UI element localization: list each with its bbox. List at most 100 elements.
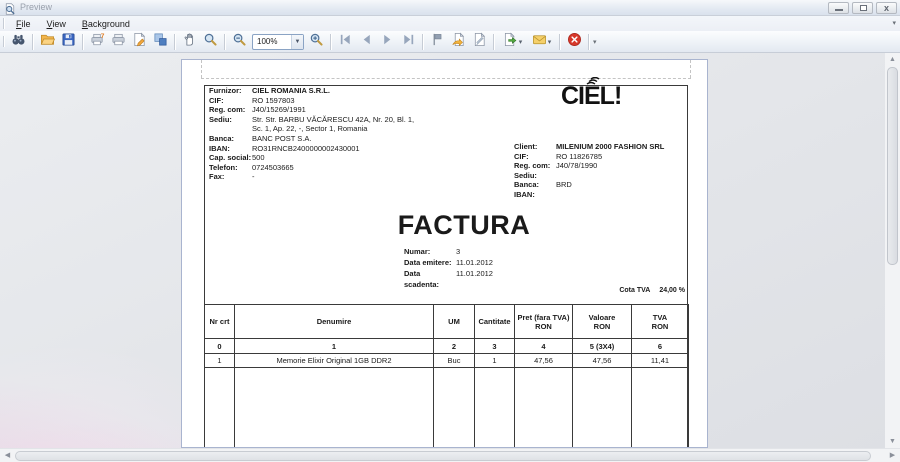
supplier-value: 0724503665 (252, 162, 294, 172)
page-scale-button[interactable] (150, 32, 171, 52)
scroll-up-icon[interactable]: ▲ (889, 56, 896, 63)
import-page-button[interactable] (448, 32, 469, 52)
supplier-label: Reg. com: (209, 105, 246, 115)
table-empty-continuation (204, 367, 689, 447)
prev-page-button[interactable] (356, 32, 377, 52)
toolbar-grip[interactable] (3, 36, 5, 47)
supplier-value: J40/15269/1991 (252, 105, 306, 115)
supplier-label: CIF: (209, 95, 224, 105)
vertical-scroll-thumb[interactable] (887, 67, 898, 265)
col-header: UM (433, 304, 475, 339)
page-design-icon (132, 32, 147, 52)
index-cell: 4 (514, 338, 573, 354)
toolbar-separator (493, 33, 495, 50)
supplier-value: 500 (252, 153, 265, 163)
print-setup-icon: 7 (90, 32, 105, 52)
open-folder-icon (40, 32, 56, 52)
cell-tva: 11,41 (631, 353, 689, 368)
vertical-scrollbar[interactable]: ▲ ▼ (885, 53, 900, 448)
meta-label: Data scadenta: (404, 269, 440, 289)
zoom-window-button[interactable] (200, 32, 221, 52)
margin-guide (690, 60, 691, 78)
export-button[interactable]: ▾ (498, 32, 527, 52)
horizontal-scroll-thumb[interactable] (15, 451, 871, 461)
supplier-label: Banca: (209, 133, 235, 143)
meta-value: 11.01.2012 (456, 258, 493, 267)
export-dropdown-chevron-icon[interactable]: ▾ (518, 38, 523, 46)
menu-background[interactable]: Background (81, 18, 130, 29)
close-preview-button[interactable] (564, 32, 585, 52)
next-page-button[interactable] (377, 32, 398, 52)
cell-pret: 47,56 (514, 353, 573, 368)
supplier-value: CIEL ROMANIA S.R.L. (252, 86, 330, 95)
client-value: BRD (556, 180, 572, 190)
print-icon (111, 32, 126, 52)
horizontal-scrollbar[interactable]: ◀ ▶ (0, 448, 900, 462)
toolbar-overflow-chevron-icon[interactable]: ▾ (593, 38, 597, 46)
scroll-left-icon[interactable]: ◀ (4, 452, 11, 459)
save-button[interactable] (58, 32, 79, 52)
menu-overflow-chevron-icon[interactable]: ▾ (892, 20, 896, 27)
cell-nr: 1 (204, 353, 235, 368)
menu-view[interactable]: View (46, 18, 66, 29)
svg-text:7: 7 (101, 33, 105, 40)
close-icon: x (883, 3, 889, 13)
close-button[interactable]: x (876, 2, 897, 14)
print-button[interactable] (108, 32, 129, 52)
import-page-icon (451, 32, 466, 52)
index-cell: 2 (433, 338, 475, 354)
col-header: Cantitate (474, 304, 515, 339)
supplier-value: RO31RNCB2400000002430001 (252, 143, 360, 153)
client-value: MILENIUM 2000 FASHION SRL (556, 142, 665, 151)
zoom-in-button[interactable] (306, 32, 327, 52)
menubar-grip[interactable] (3, 18, 5, 29)
last-page-button[interactable] (398, 32, 419, 52)
vat-label: Cota TVA (619, 287, 651, 294)
export-icon (503, 32, 518, 52)
watermark-button[interactable] (469, 32, 490, 52)
print-setup-button[interactable]: 7 (87, 32, 108, 52)
toolbar-separator (422, 33, 424, 50)
minimize-button[interactable] (828, 2, 849, 14)
menu-bar: File View Background ▾ (0, 16, 900, 31)
zoom-out-button[interactable] (229, 32, 250, 52)
find-icon (11, 32, 26, 52)
toolbar-separator (174, 33, 176, 50)
index-cell: 0 (204, 338, 235, 354)
preview-app-icon (4, 2, 16, 15)
restore-button[interactable] (852, 2, 873, 14)
save-icon (61, 32, 76, 52)
email-icon (532, 32, 547, 52)
client-label: IBAN: (514, 189, 535, 199)
meta-label: Numar: (404, 247, 431, 256)
supplier-block: Furnizor: CIEL ROMANIA S.R.L. CIF: RO 1597… (209, 86, 509, 182)
page-design-button[interactable] (129, 32, 150, 52)
zoom-level-select[interactable]: 100% ▼ (252, 33, 304, 50)
margin-guide (201, 78, 691, 79)
table-index-row: 0 1 2 3 4 5 (3X4) 6 (204, 338, 689, 354)
menu-file[interactable]: File (16, 18, 31, 29)
email-dropdown-chevron-icon[interactable]: ▾ (547, 38, 552, 46)
index-cell: 5 (3X4) (572, 338, 632, 354)
meta-value: 3 (456, 247, 461, 256)
cell-denumire: Memorie Elixir Original 1GB DDR2 (234, 353, 434, 368)
open-button[interactable] (37, 32, 58, 52)
close-preview-icon (567, 32, 582, 52)
client-label: Sediu: (514, 170, 537, 180)
zoom-dropdown-chevron-icon[interactable]: ▼ (291, 34, 303, 49)
logo-accents-icon (586, 77, 600, 85)
hand-pan-button[interactable] (179, 32, 200, 52)
scroll-down-icon[interactable]: ▼ (889, 438, 896, 445)
meta-label: Data emitere: (404, 258, 452, 267)
flag-button[interactable] (427, 32, 448, 52)
supplier-label: Telefon: (209, 162, 238, 172)
first-page-button[interactable] (335, 32, 356, 52)
flag-icon (430, 32, 445, 52)
find-button[interactable] (8, 32, 29, 52)
toolbar-separator (559, 33, 561, 50)
email-button[interactable]: ▾ (527, 32, 556, 52)
supplier-label: Sediu: (209, 114, 232, 124)
scroll-right-icon[interactable]: ▶ (889, 452, 896, 459)
toolbar-separator (588, 33, 590, 50)
